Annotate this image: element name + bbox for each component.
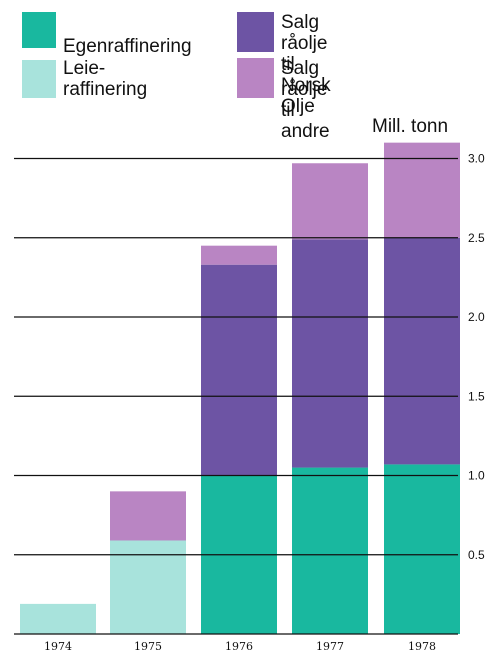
legend-swatch-leieraffinering	[22, 60, 56, 98]
legend-label-egenraffinering: Egenraffinering	[63, 36, 192, 57]
bar-segment-andre-1977	[292, 163, 368, 240]
y-axis-unit-label: Mill. tonn	[372, 116, 449, 137]
legend-swatch-salg-norsk-olje	[237, 12, 274, 52]
x-tick-labels: 1974 1975 1976 1977 1978	[44, 640, 436, 653]
legend-label-salg-andre: Salg råolje til andre	[281, 58, 330, 142]
gridlines	[14, 157, 458, 635]
y-tick-labels: 0.5 1.0 1.5 2.0 2.5 3.0	[468, 152, 485, 562]
y-tick-label: 1.5	[468, 389, 485, 403]
y-tick-label: 2.0	[468, 310, 485, 324]
legend-swatch-egenraffinering	[22, 12, 56, 48]
bar-segment-leie-1975	[110, 540, 186, 634]
y-tick-label: 1.0	[468, 469, 485, 483]
x-tick-label: 1978	[408, 640, 436, 653]
legend-label-salg-norsk-olje: Salg råolje til Norsk Olje	[281, 12, 331, 117]
x-tick-label: 1977	[316, 640, 344, 653]
bar-layer	[20, 142, 460, 634]
x-tick-label: 1974	[44, 640, 72, 653]
bar-segment-norsk-1976	[201, 264, 277, 476]
legend-swatch-salg-andre	[237, 58, 274, 98]
bar-segment-norsk-1978	[384, 237, 460, 465]
bar-segment-egen-1978	[384, 464, 460, 634]
y-tick-label: 2.5	[468, 231, 485, 245]
bar-segment-norsk-1977	[292, 239, 368, 468]
bar-segment-andre-1978	[384, 142, 460, 238]
bar-segment-andre-1976	[201, 245, 277, 265]
y-tick-label: 3.0	[468, 152, 485, 166]
bar-segment-leie-1974	[20, 603, 96, 634]
bar-segment-egen-1977	[292, 467, 368, 634]
legend-label-leieraffinering: Leie- raffinering	[63, 58, 148, 100]
x-tick-label: 1976	[225, 640, 253, 653]
bar-segment-andre-1975	[110, 491, 186, 541]
y-tick-label: 0.5	[468, 548, 485, 562]
x-tick-label: 1975	[134, 640, 162, 653]
